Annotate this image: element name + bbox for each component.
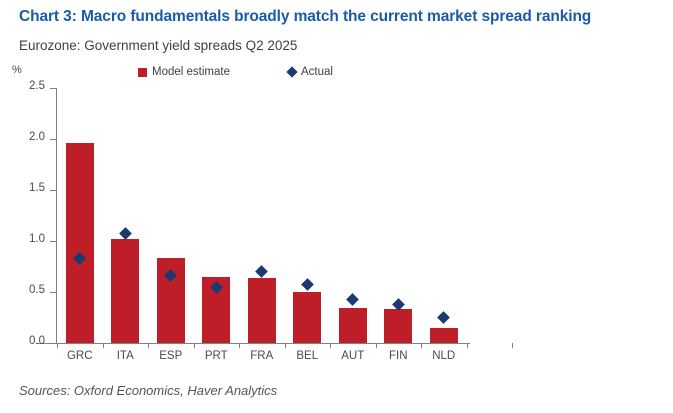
y-tick-mark — [50, 88, 56, 89]
y-tick-label: 1.0 — [29, 233, 45, 245]
x-tick-mark — [375, 343, 377, 348]
page-title: Chart 3: Macro fundamentals broadly matc… — [19, 8, 592, 25]
x-tick-mark — [239, 343, 240, 348]
y-tick-mark — [50, 292, 56, 293]
x-tick-label: GRC — [66, 350, 93, 362]
x-tick-mark — [193, 343, 195, 348]
bar — [429, 327, 458, 343]
y-tick-mark — [50, 241, 56, 242]
x-tick-mark — [421, 343, 422, 348]
y-axis-unit-label: % — [12, 64, 22, 76]
legend-item-model-estimate: Model estimate — [138, 66, 230, 78]
legend-label-actual: Actual — [300, 66, 333, 78]
bar — [293, 292, 322, 343]
x-tick-mark — [512, 343, 513, 348]
data-point-marker — [300, 278, 314, 292]
bar — [338, 308, 367, 343]
x-tick-mark — [148, 343, 149, 348]
x-axis-line — [36, 343, 470, 344]
y-axis-line — [56, 88, 57, 344]
sources-note: Sources: Oxford Economics, Haver Analyti… — [19, 383, 278, 398]
bar — [111, 238, 140, 343]
x-tick-mark — [466, 343, 468, 348]
legend-square-icon — [138, 67, 147, 77]
x-tick-label: ITA — [116, 350, 134, 362]
bar — [247, 277, 276, 343]
y-tick-label: 2.0 — [29, 131, 45, 143]
bar — [65, 143, 94, 343]
y-tick-label: 1.5 — [29, 182, 45, 194]
y-tick-mark — [50, 190, 56, 191]
y-tick-mark — [50, 343, 56, 344]
data-point-marker — [346, 292, 360, 306]
x-tick-label: ESP — [159, 350, 183, 362]
x-tick-mark — [102, 343, 104, 348]
y-tick-label: 0.5 — [29, 284, 45, 296]
x-tick-label: NLD — [432, 350, 456, 362]
x-tick-mark — [284, 343, 286, 348]
chart-legend: Model estimate Actual — [138, 64, 333, 80]
y-tick-mark — [50, 139, 56, 140]
legend-label-model-estimate: Model estimate — [152, 66, 230, 78]
legend-item-actual: Actual — [286, 66, 333, 78]
chart-subtitle: Eurozone: Government yield spreads Q2 20… — [19, 38, 298, 53]
y-tick-label: 0.0 — [29, 335, 45, 347]
x-tick-label: BEL — [296, 350, 319, 362]
x-tick-label: FRA — [250, 350, 274, 362]
x-tick-mark — [330, 343, 331, 348]
x-tick-label: PRT — [204, 350, 228, 362]
data-point-marker — [255, 265, 269, 278]
x-tick-label: FIN — [388, 350, 408, 362]
data-point-marker — [437, 311, 451, 324]
y-tick-label: 2.5 — [29, 80, 45, 92]
x-tick-label: AUT — [341, 350, 365, 362]
x-tick-mark — [57, 343, 58, 348]
bar — [384, 309, 413, 343]
